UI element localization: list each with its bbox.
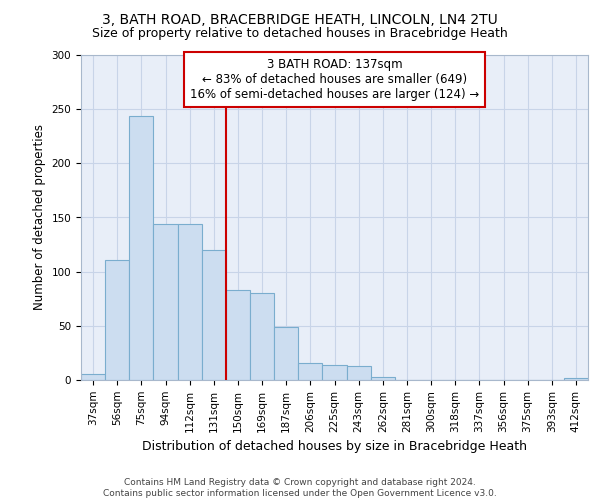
X-axis label: Distribution of detached houses by size in Bracebridge Heath: Distribution of detached houses by size … (142, 440, 527, 453)
Bar (322, 365, 347, 380)
Text: Contains HM Land Registry data © Crown copyright and database right 2024.
Contai: Contains HM Land Registry data © Crown c… (103, 478, 497, 498)
Text: Size of property relative to detached houses in Bracebridge Heath: Size of property relative to detached ho… (92, 28, 508, 40)
Bar (105, 260, 129, 380)
Bar (564, 378, 588, 380)
Bar (129, 116, 154, 380)
Bar (202, 250, 226, 380)
Bar (226, 290, 250, 380)
Bar (250, 294, 274, 380)
Text: 3 BATH ROAD: 137sqm
← 83% of detached houses are smaller (649)
16% of semi-detac: 3 BATH ROAD: 137sqm ← 83% of detached ho… (190, 58, 479, 101)
Bar (371, 377, 395, 380)
Bar (347, 366, 371, 380)
Bar (81, 374, 105, 380)
Y-axis label: Number of detached properties: Number of detached properties (33, 124, 46, 310)
Bar (154, 224, 178, 380)
Bar (178, 224, 202, 380)
Bar (298, 362, 322, 380)
Text: 3, BATH ROAD, BRACEBRIDGE HEATH, LINCOLN, LN4 2TU: 3, BATH ROAD, BRACEBRIDGE HEATH, LINCOLN… (102, 12, 498, 26)
Bar (274, 327, 298, 380)
